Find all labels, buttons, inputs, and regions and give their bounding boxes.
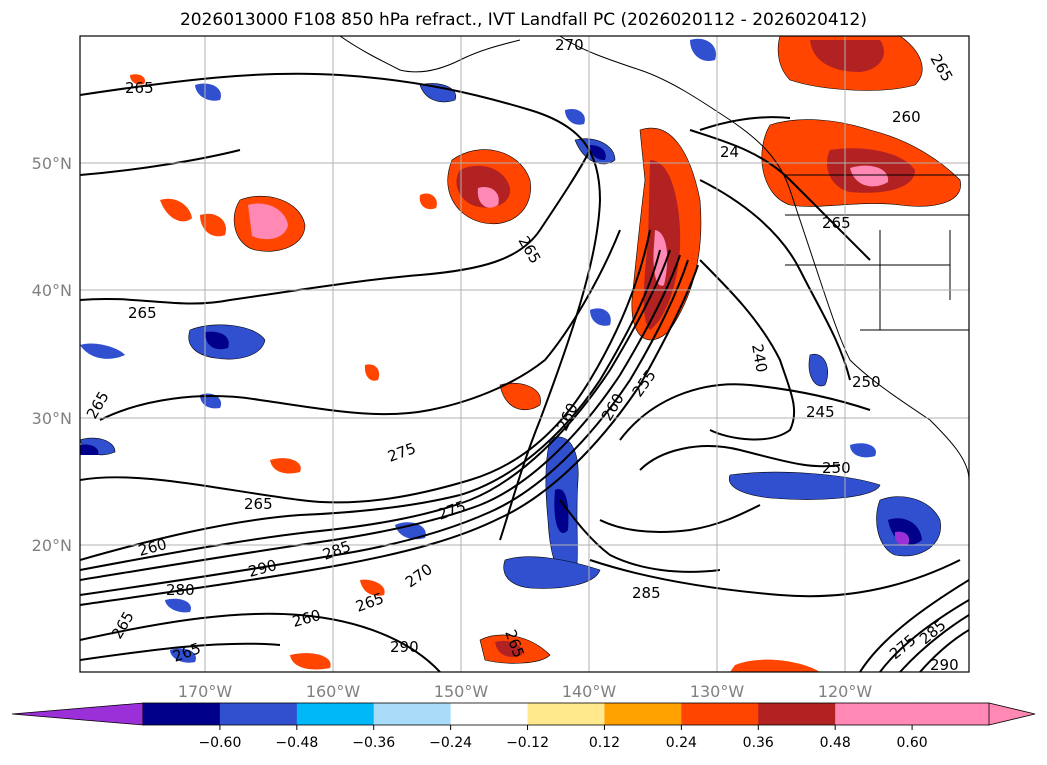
colorbar-frame [142, 702, 990, 726]
colorbar-segment [681, 703, 759, 725]
refractivity-contours [80, 72, 969, 672]
colorbar-segment [296, 703, 375, 725]
map-frame [79, 35, 970, 673]
colorbar-tick-label: −0.60 [198, 735, 241, 751]
colorbar: −0.60 −0.48 −0.36 −0.24 −0.12 0.12 0.24 0.36 0.4… [11, 702, 1036, 751]
contour-label: 250 [852, 373, 881, 391]
longitude-labels: 170°W 160°W 150°W 140°W 130°W 120°W [178, 682, 873, 701]
chart-title: 2026013000 F108 850 hPa refract., IVT La… [179, 10, 867, 30]
contour-label: 250 [822, 459, 851, 477]
colorbar-tick-label: −0.48 [275, 735, 318, 751]
colorbar-segment [835, 703, 913, 725]
lon-label: 130°W [690, 682, 745, 701]
colorbar-segment [758, 703, 836, 725]
colorbar-tick-label: 0.48 [820, 735, 851, 751]
colorbar-under-extension [11, 702, 144, 726]
latitude-labels: 50°N 40°N 30°N 20°N [32, 154, 72, 555]
lat-label: 20°N [32, 536, 72, 555]
colorbar-tick-label: 0.24 [666, 735, 697, 751]
colorbar-segment [912, 703, 990, 725]
colorbar-over-extension [988, 702, 1036, 726]
contour-label: 285 [632, 584, 661, 602]
colorbar-segment [143, 703, 221, 725]
lon-label: 170°W [178, 682, 233, 701]
colorbar-segment [373, 703, 452, 725]
lon-label: 150°W [434, 682, 489, 701]
colorbar-segment [604, 703, 682, 725]
colorbar-tick-label: −0.12 [506, 735, 549, 751]
contour-label: 265 [128, 304, 157, 322]
contour-label: 24 [720, 143, 739, 161]
colorbar-tick-label: 0.36 [743, 735, 774, 751]
lat-label: 30°N [32, 409, 72, 428]
lat-label: 40°N [32, 281, 72, 300]
contour-label: 265 [822, 214, 851, 232]
graticule [80, 36, 969, 672]
lat-label: 50°N [32, 154, 72, 173]
contour-label: 245 [806, 403, 835, 421]
positive-anomaly-blobs [130, 36, 961, 672]
colorbar-tick-label: 0.12 [589, 735, 620, 751]
contour-label: 290 [390, 638, 419, 656]
coastlines [339, 36, 969, 481]
contour-label: 265 [125, 79, 154, 97]
shaded-anomalies [80, 36, 961, 672]
contour-label: 260 [892, 108, 921, 126]
lon-label: 140°W [562, 682, 617, 701]
colorbar-tick-label: −0.24 [429, 735, 472, 751]
contour-label: 265 [244, 495, 273, 513]
colorbar-segment [450, 703, 529, 725]
colorbar-tick-label: 0.60 [897, 735, 928, 751]
colorbar-segment [219, 703, 298, 725]
contour-label: 270 [555, 36, 584, 54]
lon-label: 120°W [818, 682, 873, 701]
lon-label: 160°W [306, 682, 361, 701]
contour-label: 290 [930, 656, 959, 674]
contour-label: 240 [748, 343, 771, 374]
colorbar-tick-label: −0.36 [352, 735, 395, 751]
contour-label: 280 [166, 581, 195, 599]
colorbar-segment [527, 703, 605, 725]
